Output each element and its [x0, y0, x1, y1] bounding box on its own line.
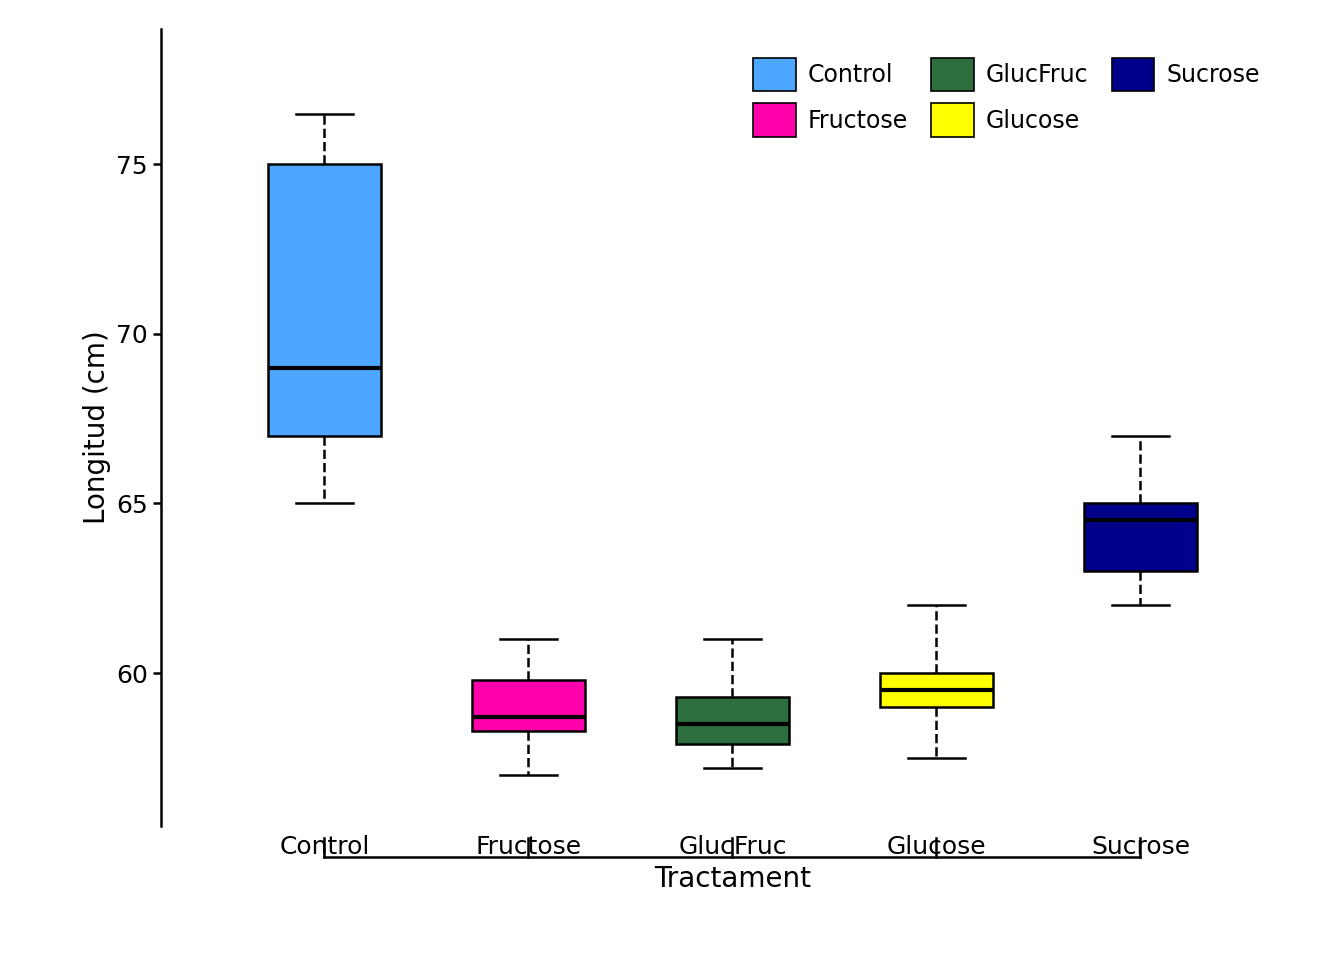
Y-axis label: Longitud (cm): Longitud (cm): [82, 330, 110, 524]
PathPatch shape: [1085, 503, 1196, 571]
Legend: Control, Fructose, GlucFruc, Glucose, Sucrose: Control, Fructose, GlucFruc, Glucose, Su…: [743, 49, 1269, 146]
X-axis label: Tractament: Tractament: [655, 865, 810, 893]
PathPatch shape: [676, 697, 789, 744]
PathPatch shape: [269, 164, 380, 436]
PathPatch shape: [880, 673, 993, 707]
PathPatch shape: [472, 680, 585, 731]
